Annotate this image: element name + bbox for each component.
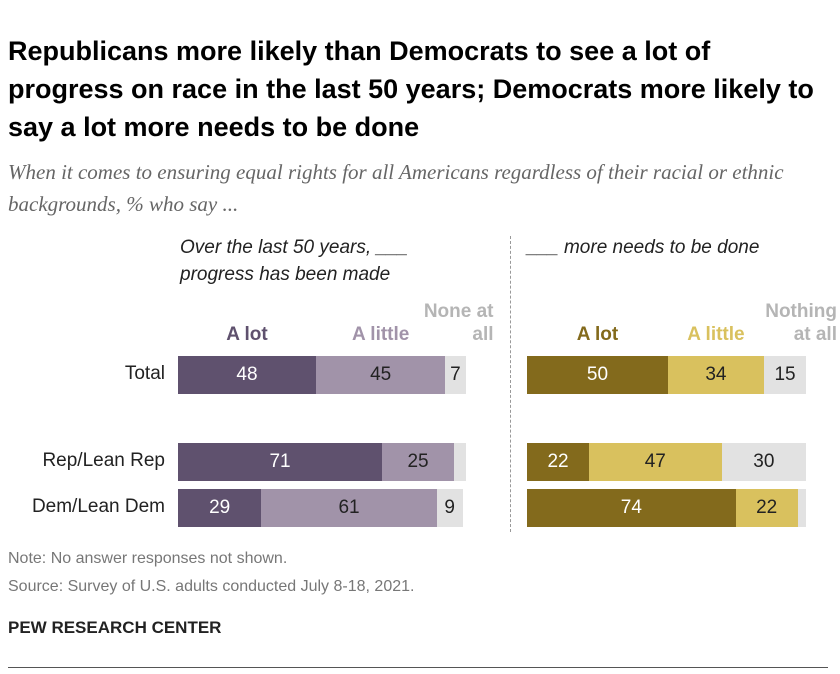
- value-label: 48: [236, 364, 258, 385]
- legend-label: A lot: [226, 324, 268, 345]
- value-label: 22: [756, 497, 778, 518]
- panel-title: ___ more needs to be done: [527, 237, 760, 258]
- bar: [527, 489, 736, 527]
- bar: [178, 356, 316, 394]
- bar: [797, 489, 807, 527]
- bar: [527, 356, 668, 394]
- bar: [454, 443, 466, 481]
- panel-title: Over the last 50 years, ___ progress has…: [180, 237, 409, 285]
- value-label: 50: [586, 364, 609, 385]
- value-label: 30: [753, 451, 775, 472]
- legend-label: Nothing at all: [765, 301, 837, 345]
- bar: [527, 443, 590, 481]
- bar: [735, 489, 798, 527]
- value-label: 22: [547, 451, 569, 472]
- value-label: 47: [644, 451, 666, 472]
- value-label: 34: [705, 364, 727, 385]
- value-label: 7: [450, 364, 461, 385]
- title: Republicans more likely than Democrats t…: [8, 36, 814, 142]
- bar: [382, 443, 454, 481]
- bar: [178, 489, 262, 527]
- rule: [8, 667, 828, 668]
- value-label: 25: [407, 451, 429, 472]
- legend-label: None at all: [423, 301, 494, 345]
- value-label: 61: [338, 497, 360, 518]
- value-label: 9: [444, 497, 455, 518]
- legend-label: A lot: [576, 324, 619, 345]
- bar: [316, 356, 446, 394]
- legend-label: A little: [352, 324, 410, 345]
- note: Note: No answer responses not shown.: [8, 550, 288, 567]
- subtitle: When it comes to ensuring equal rights f…: [8, 160, 784, 216]
- bar: [721, 443, 807, 481]
- bar: [436, 489, 463, 527]
- source: Source: Survey of U.S. adults conducted …: [8, 578, 415, 595]
- value-label: 15: [774, 364, 796, 385]
- bar: [445, 356, 466, 394]
- category-label: Total: [124, 363, 165, 384]
- value-label: 29: [209, 497, 231, 518]
- value-label: 71: [269, 451, 291, 472]
- category-label: Rep/Lean Rep: [42, 450, 165, 471]
- footer: PEW RESEARCH CENTER: [8, 618, 222, 637]
- bar: [589, 443, 722, 481]
- legend-label: A little: [687, 324, 745, 345]
- bar: [668, 356, 764, 394]
- bar: [763, 356, 807, 394]
- bar: [178, 443, 383, 481]
- value-label: 45: [370, 364, 392, 385]
- bar: [261, 489, 437, 527]
- value-label: 74: [620, 497, 642, 518]
- category-label: Dem/Lean Dem: [31, 496, 165, 517]
- divider: [510, 236, 511, 532]
